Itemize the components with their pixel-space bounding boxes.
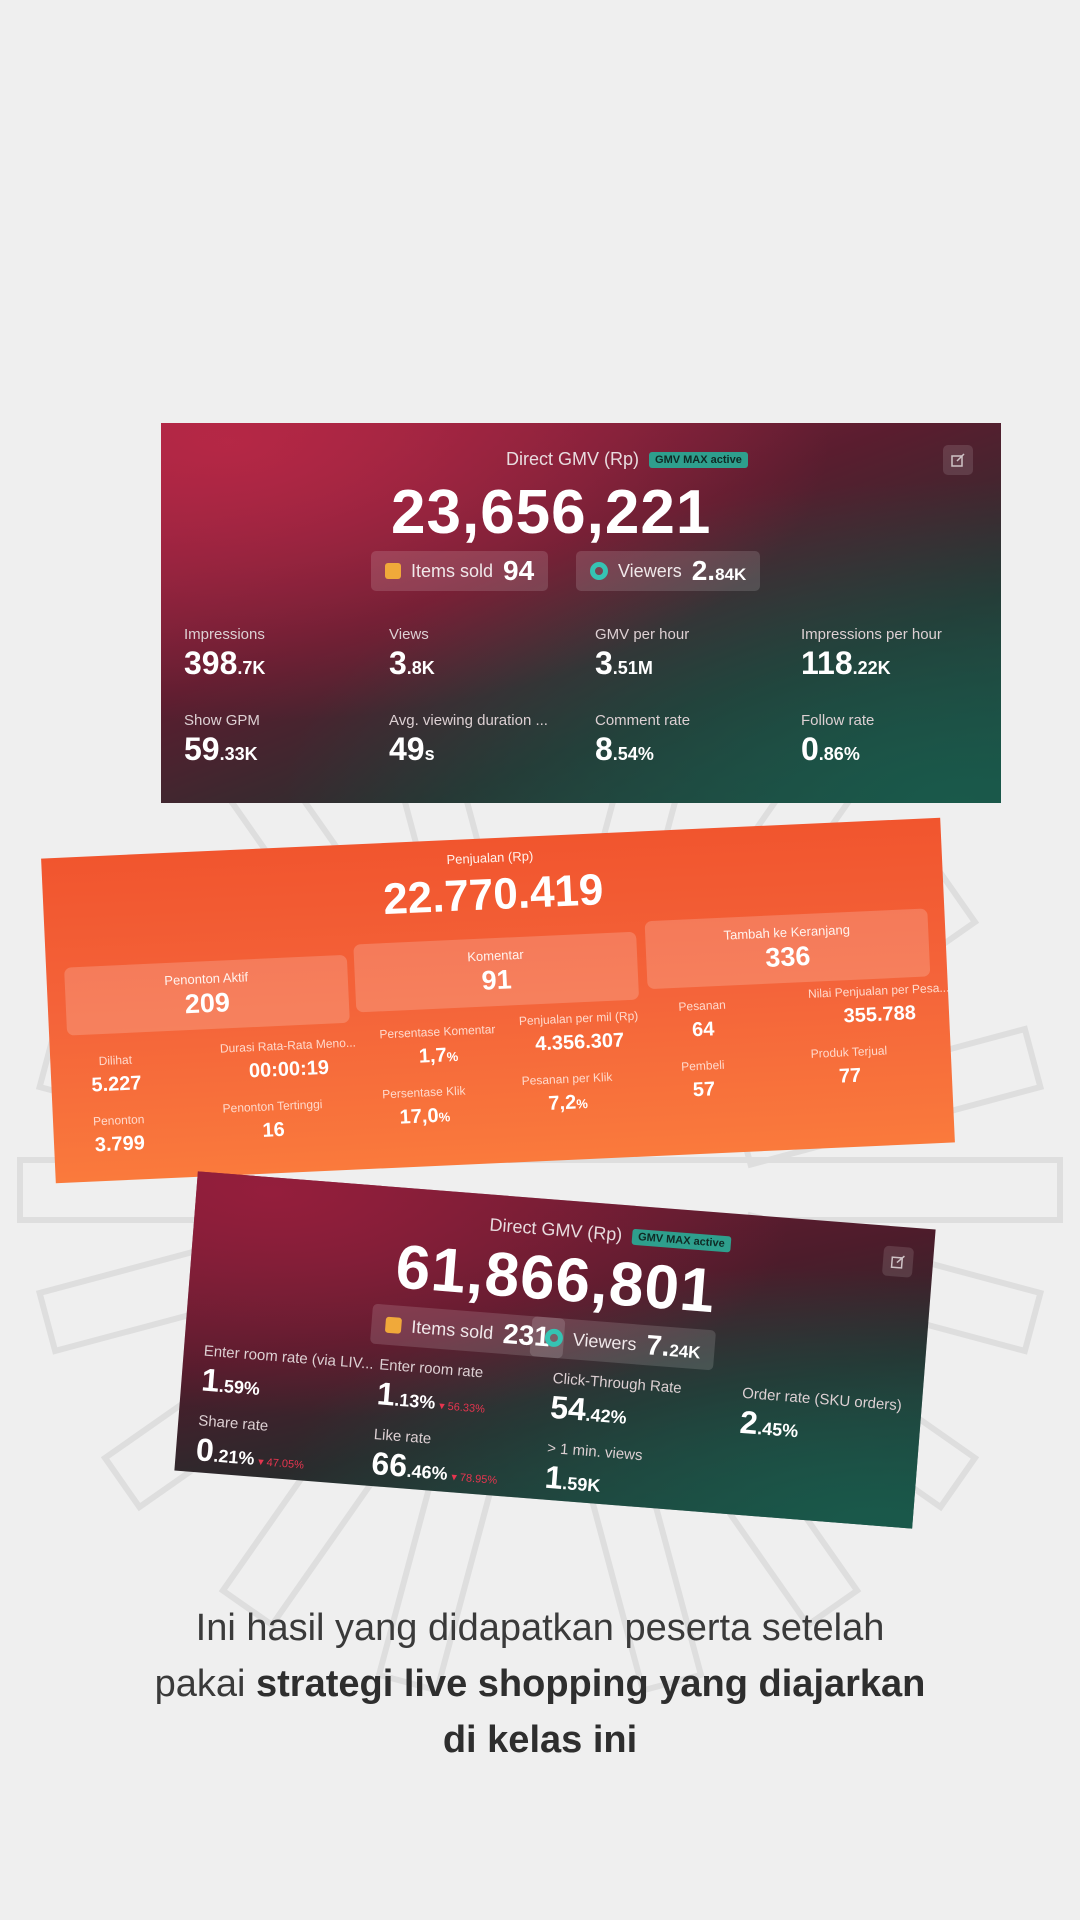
stat-label: Avg. viewing duration ... <box>389 712 548 729</box>
stat-6: Comment rate 8.54% <box>595 712 690 768</box>
sales-value: 22.770.419 <box>382 865 605 925</box>
stat-label: Show GPM <box>184 712 260 729</box>
stat-value: 4.356.307 <box>534 1029 625 1056</box>
stat-label: Nilai Penjualan per Pesa... <box>807 980 950 1001</box>
stat-value: 77 <box>838 1064 862 1088</box>
stat-value: 16 <box>261 1118 286 1142</box>
stat-label: Comment rate <box>595 712 691 729</box>
stat-7: Penonton Tertinggi 16 <box>222 1097 324 1144</box>
stat-5: Avg. viewing duration ... 49s <box>389 712 548 768</box>
stat-6: > 1 min. views 1.59K <box>543 1440 643 1503</box>
stat-value: 49s <box>389 731 435 767</box>
stat-value: 64 <box>691 1018 715 1042</box>
sales-card: Penjualan (Rp) 22.770.419 Penonton Aktif… <box>41 817 955 1184</box>
stat-2: Persentase Komentar 1,7% <box>379 1022 497 1070</box>
gmv-max-badge: GMV MAX active <box>631 1228 732 1252</box>
stat-value: 17,0% <box>399 1104 451 1129</box>
stat-9: Pesanan per Klik 7,2% <box>521 1070 614 1117</box>
stat-label: Impressions per hour <box>801 626 942 643</box>
stat-5: Nilai Penjualan per Pesa... 355.788 <box>808 981 951 1030</box>
stat-value: 8.54% <box>595 731 654 767</box>
sales-box-1: Komentar 91 <box>353 931 640 1013</box>
stat-label: Penonton <box>92 1112 145 1129</box>
eye-icon <box>544 1328 564 1348</box>
delta-badge: ▾ 56.33% <box>438 1400 486 1416</box>
stat-value: 7,2% <box>547 1091 589 1115</box>
stat-1: Durasi Rata-Rata Meno... 00:00:19 <box>220 1036 358 1085</box>
stat-0: Dilihat 5.227 <box>90 1052 142 1097</box>
gmv-card-1: Direct GMV (Rp) GMV MAX active 23,656,22… <box>161 423 1001 803</box>
stat-value: 66.46% ▾ 78.95% <box>370 1445 498 1487</box>
gmv-value: 23,656,221 <box>391 478 712 547</box>
cart-icon <box>385 563 401 579</box>
stat-label: Persentase Klik <box>381 1083 466 1102</box>
stat-3: Penjualan per mil (Rp) 4.356.307 <box>519 1009 640 1057</box>
gmv-max-badge: GMV MAX active <box>649 451 748 468</box>
eye-icon <box>590 562 608 580</box>
cart-icon <box>384 1316 403 1334</box>
stat-label: Persentase Komentar <box>379 1022 496 1042</box>
stat-2: Click-Through Rate 54.42% <box>549 1370 682 1436</box>
gmv-card-2: Direct GMV (Rp) GMV MAX active 61,866,80… <box>174 1171 936 1529</box>
stat-6: Penonton 3.799 <box>93 1112 146 1157</box>
delta-badge: ▾ 47.05% <box>257 1456 305 1472</box>
stat-4: Show GPM 59.33K <box>184 712 260 768</box>
stat-value: 398.7K <box>184 645 266 681</box>
stat-5: Like rate 66.46% ▾ 78.95% <box>370 1426 501 1492</box>
stat-label: Penonton Tertinggi <box>222 1097 323 1116</box>
stat-value: 5.227 <box>90 1072 142 1097</box>
edit-icon[interactable] <box>881 1245 915 1278</box>
stat-value: 0.21% ▾ 47.05% <box>194 1431 305 1472</box>
stat-4: Share rate 0.21% ▾ 47.05% <box>195 1412 308 1476</box>
stat-value: 1,7% <box>418 1044 459 1068</box>
stat-3: Impressions per hour 118.22K <box>801 626 942 682</box>
caption-text: Ini hasil yang didapatkan peserta setela… <box>154 1607 926 1761</box>
sales-box-0: Penonton Aktif 209 <box>64 954 350 1036</box>
stat-value: 59.33K <box>184 731 258 767</box>
stat-value: 57 <box>692 1078 716 1102</box>
stat-3: Order rate (SKU orders) 2.45% <box>738 1385 903 1453</box>
stat-8: Persentase Klik 17,0% <box>382 1084 467 1131</box>
stat-value: 3.799 <box>94 1132 146 1157</box>
stat-label: Pesanan per Klik <box>521 1069 613 1089</box>
edit-icon[interactable] <box>943 445 973 475</box>
stat-0: Impressions 398.7K <box>184 626 265 682</box>
stat-label: Penjualan per mil (Rp) <box>518 1008 639 1029</box>
stat-1: Views 3.8K <box>389 626 435 682</box>
stat-value: 0.86% <box>801 731 860 767</box>
viewers-pill: Viewers 2.84K <box>576 551 761 591</box>
stat-11: Produk Terjual 77 <box>810 1043 888 1089</box>
stat-4: Pesanan 64 <box>678 998 727 1043</box>
stat-value: 355.788 <box>843 1002 917 1028</box>
stat-label: GMV per hour <box>595 626 690 643</box>
stat-value: 1.13% ▾ 56.33% <box>375 1375 486 1416</box>
stat-label: Produk Terjual <box>810 1043 888 1061</box>
gmv-title: Direct GMV (Rp) GMV MAX active <box>506 449 748 470</box>
sales-box-2: Tambah ke Keranjang 336 <box>644 908 931 990</box>
stat-0: Enter room rate (via LIV... 1.59% <box>200 1342 374 1411</box>
stat-label: Follow rate <box>801 712 875 729</box>
sales-title: Penjualan (Rp) <box>446 848 534 868</box>
stat-value: 118.22K <box>801 645 891 681</box>
stat-label: Pesanan <box>678 997 727 1014</box>
stat-label: Views <box>389 626 429 643</box>
stat-value: 3.51M <box>595 645 653 681</box>
stat-value: 54.42% <box>549 1388 628 1428</box>
stat-label: Dilihat <box>98 1052 133 1069</box>
items-sold-pill: Items sold 94 <box>371 551 549 591</box>
stat-10: Pembeli 57 <box>681 1058 726 1103</box>
stat-label: Pembeli <box>680 1057 725 1074</box>
stat-value: 00:00:19 <box>248 1056 330 1083</box>
stat-2: GMV per hour 3.51M <box>595 626 689 682</box>
stat-1: Enter room rate 1.13% ▾ 56.33% <box>376 1356 489 1420</box>
delta-badge: ▾ 78.95% <box>450 1471 498 1487</box>
stat-label: Impressions <box>184 626 265 643</box>
stat-label: Durasi Rata-Rata Meno... <box>219 1035 357 1056</box>
stat-7: Follow rate 0.86% <box>801 712 874 768</box>
stat-value: 3.8K <box>389 645 435 681</box>
stat-value: 1.59K <box>543 1458 602 1496</box>
